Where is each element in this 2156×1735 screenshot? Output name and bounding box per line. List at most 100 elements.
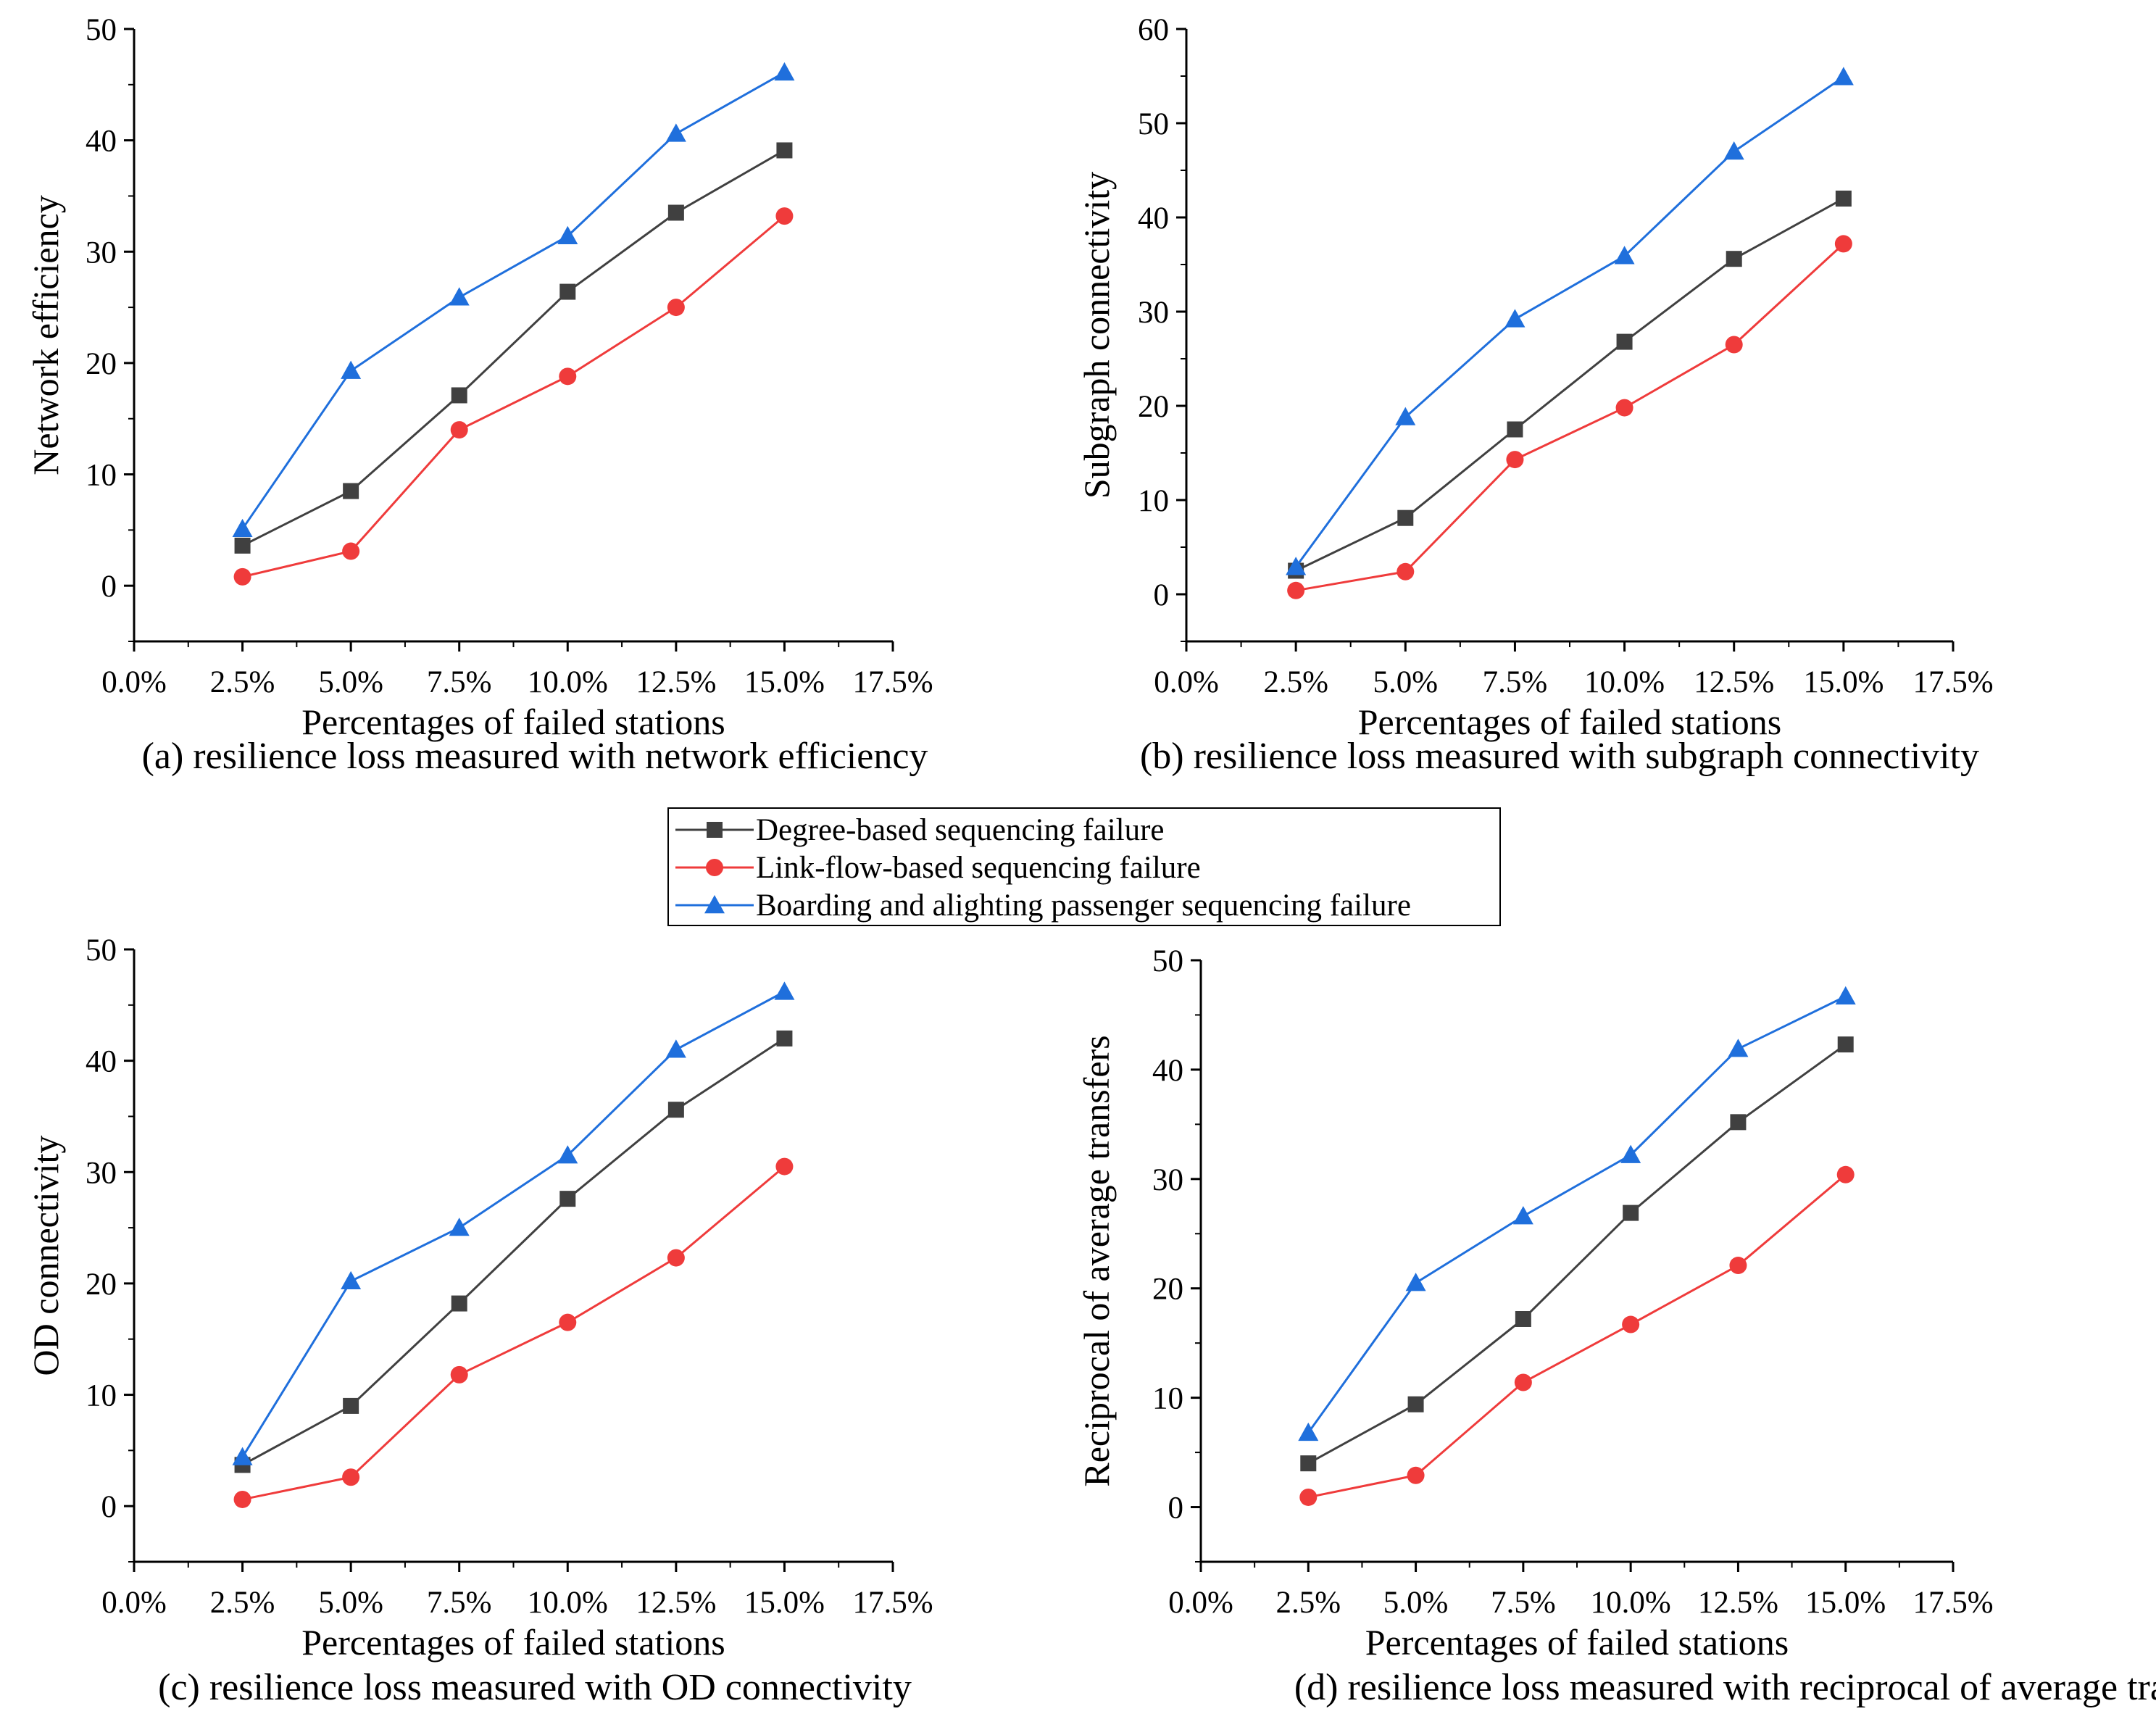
data-point [1833, 67, 1854, 86]
data-point [776, 1030, 793, 1047]
x-tick-label: 12.5% [636, 665, 716, 699]
series-triangle [1286, 67, 1854, 575]
y-tick-label: 30 [86, 1156, 117, 1190]
x-tick-label: 17.5% [1912, 1586, 1993, 1620]
data-point [451, 1295, 467, 1312]
data-point [1504, 309, 1526, 328]
x-tick-label: 2.5% [210, 665, 275, 699]
data-point [1407, 1396, 1424, 1412]
data-point [341, 360, 362, 379]
data-point [1834, 235, 1852, 253]
data-point [451, 387, 467, 404]
data-point [1300, 1455, 1317, 1472]
x-tick-label: 15.0% [1803, 665, 1884, 699]
x-tick-label: 17.5% [852, 1586, 933, 1620]
data-point [1298, 1422, 1319, 1441]
series-line [1294, 76, 1844, 568]
data-point [559, 1313, 577, 1331]
x-tick-label: 12.5% [1694, 665, 1774, 699]
series-square [234, 142, 793, 554]
series-circle [1287, 235, 1852, 599]
y-axis-label: Reciprocal of average transfers [1076, 1035, 1117, 1486]
data-point [1723, 141, 1744, 160]
series-line [1295, 243, 1844, 592]
data-point [1725, 336, 1743, 354]
data-point [559, 367, 577, 386]
y-tick-label: 10 [1138, 484, 1169, 518]
data-point [343, 1397, 359, 1414]
series-square [1288, 191, 1852, 579]
data-point [1615, 399, 1633, 417]
data-point [1622, 1315, 1640, 1334]
data-point [233, 567, 251, 586]
data-point [1616, 333, 1633, 350]
x-tick-label: 10.0% [1591, 1586, 1671, 1620]
y-axis-label: Subgraph connectivity [1076, 172, 1117, 499]
x-tick-label: 5.0% [318, 665, 383, 699]
series-circle [233, 207, 794, 586]
data-point [1506, 451, 1524, 469]
x-tick-label: 12.5% [636, 1586, 716, 1620]
series-line [242, 215, 786, 578]
x-tick-label: 10.0% [528, 1586, 608, 1620]
data-point [1407, 1466, 1425, 1484]
data-point [450, 421, 468, 439]
panel-caption: (c) resilience loss measured with OD con… [158, 1667, 912, 1708]
y-tick-label: 40 [86, 1045, 117, 1079]
data-point [775, 207, 794, 225]
data-point [1835, 986, 1856, 1004]
series-line [1307, 995, 1847, 1434]
series-circle [1299, 1165, 1855, 1506]
series-circle [233, 1157, 794, 1508]
data-point [1299, 1488, 1318, 1506]
x-tick-label: 0.0% [1154, 665, 1219, 699]
data-point [450, 1365, 468, 1384]
data-point [1515, 1310, 1531, 1327]
data-point [1397, 562, 1415, 581]
x-tick-label: 10.0% [528, 665, 608, 699]
data-point [1623, 1204, 1639, 1221]
legend-label: Boarding and alighting passenger sequenc… [756, 889, 1411, 923]
data-point [1397, 509, 1414, 526]
x-tick-label: 2.5% [210, 1586, 275, 1620]
y-tick-label: 20 [1152, 1273, 1183, 1307]
series-line [241, 991, 786, 1458]
x-tick-label: 0.0% [1168, 1586, 1233, 1620]
legend-entry: Link-flow-based sequencing failure [675, 851, 1201, 885]
legend-entry: Degree-based sequencing failure [675, 813, 1165, 847]
series-triangle [232, 62, 795, 538]
data-point [1835, 191, 1852, 207]
x-tick-label: 5.0% [318, 1586, 383, 1620]
data-point [343, 483, 359, 499]
y-tick-label: 50 [1152, 944, 1183, 978]
data-point [667, 204, 684, 221]
data-point [1405, 1273, 1426, 1291]
x-tick-label: 15.0% [744, 1586, 825, 1620]
panel-caption: (b) resilience loss measured with subgra… [1140, 736, 1979, 777]
legend-box [667, 807, 1501, 926]
series-square [234, 1030, 793, 1473]
chart-panel-d: 0 10 20 30 40 50 0.0% 2.5% 5.0% 7.5% 10.0% 12.5% 15.… [1076, 944, 2156, 1708]
x-tick-label: 7.5% [1483, 665, 1548, 699]
data-point [667, 1102, 684, 1118]
data-point [776, 142, 793, 159]
data-point [1726, 251, 1742, 267]
legend-label: Degree-based sequencing failure [756, 813, 1165, 847]
x-tick-label: 7.5% [427, 1586, 492, 1620]
x-tick-label: 17.5% [852, 665, 933, 699]
panel-caption: (a) resilience loss measured with networ… [142, 736, 928, 777]
data-point [342, 542, 360, 560]
data-point [667, 299, 685, 317]
data-point [774, 981, 795, 1000]
x-tick-label: 7.5% [1491, 1586, 1556, 1620]
x-axis-label: Percentages of failed stations [301, 1622, 725, 1663]
y-tick-label: 20 [1138, 390, 1169, 424]
series-line [1307, 1173, 1847, 1499]
y-tick-label: 60 [1138, 13, 1169, 47]
chart-panel-b: 0 10 20 30 40 50 60 0.0% 2.5% 5.0% 7.5% 10.0% 12.5% 1… [1076, 13, 1994, 777]
x-axis-label: Percentages of failed stations [301, 702, 725, 742]
x-tick-label: 17.5% [1912, 665, 1993, 699]
x-axis-label: Percentages of failed stations [1358, 702, 1782, 742]
data-point [665, 1039, 686, 1058]
